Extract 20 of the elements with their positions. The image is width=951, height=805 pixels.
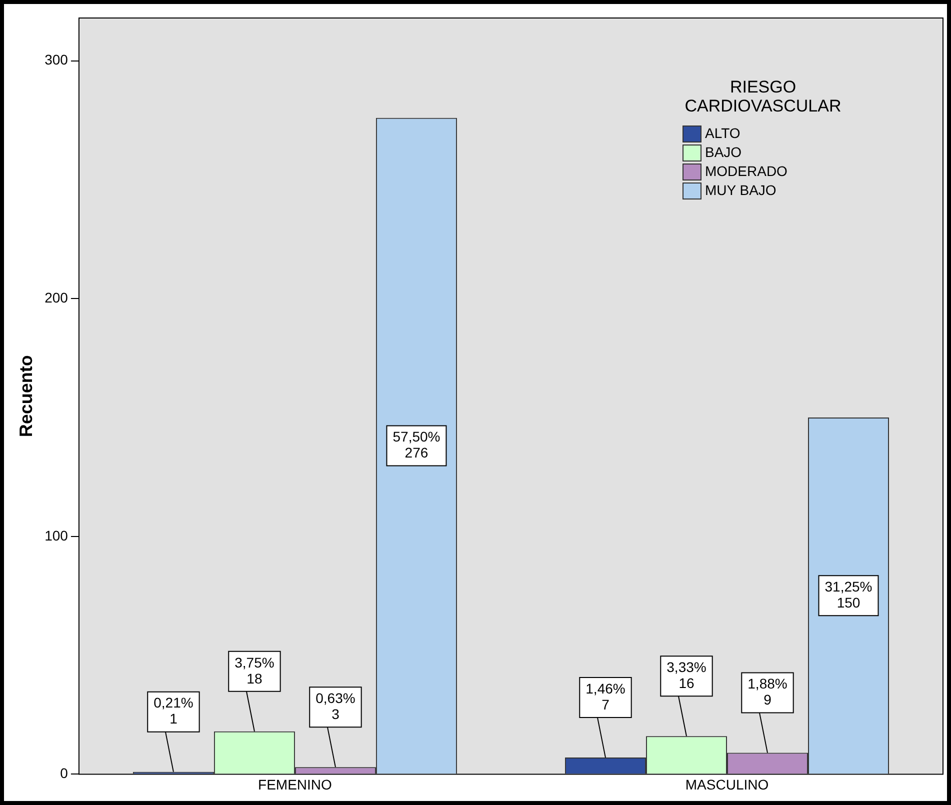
data-label: 3,75% 18	[234, 654, 274, 686]
y-tick-label: 100	[44, 527, 68, 544]
legend-label: BAJO	[705, 144, 742, 160]
x-tick-label: FEMENINO	[258, 776, 332, 792]
data-label: 57,50% 276	[392, 428, 440, 461]
y-tick-label: 0	[60, 765, 68, 782]
y-axis-title: Recuento	[16, 355, 36, 438]
data-label: 0,21% 1	[154, 694, 194, 727]
legend-label: MUY BAJO	[705, 182, 776, 198]
data-label: 1,46% 7	[586, 680, 626, 712]
data-label: 31,25% 150	[824, 578, 872, 610]
legend-label: MODERADO	[705, 162, 788, 179]
y-tick-label: 300	[44, 52, 68, 68]
data-label: 1,88% 9	[748, 676, 788, 708]
data-label: 0,63% 3	[316, 690, 356, 722]
legend-label: ALTO	[705, 124, 740, 141]
data-label: 3,33% 16	[666, 659, 706, 692]
x-tick-label: MASCULINO	[685, 776, 769, 792]
legend-title: RIESGO CARDIOVASCULAR	[684, 78, 842, 116]
y-tick-label: 200	[44, 289, 68, 306]
